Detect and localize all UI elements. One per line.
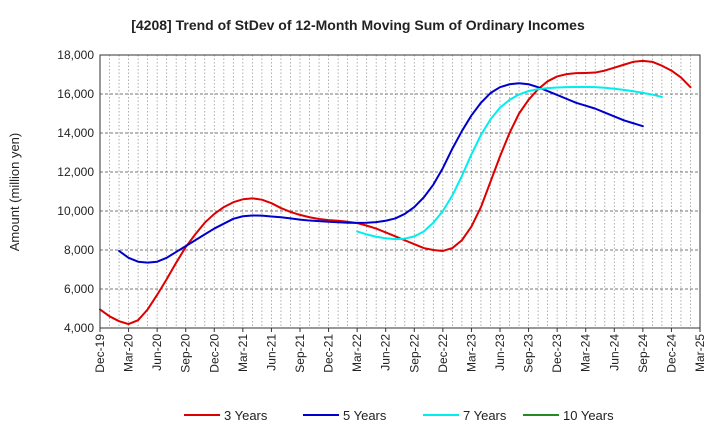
- x-tick-label: Jun-24: [607, 334, 621, 371]
- x-tick-label: Sep-20: [179, 334, 193, 373]
- series-layer: [99, 59, 692, 326]
- x-tick-label: Mar-23: [464, 334, 478, 372]
- x-tick-label: Sep-23: [522, 334, 536, 373]
- grid-layer: [100, 55, 700, 328]
- y-tick-label: 6,000: [64, 282, 94, 296]
- x-tick-label: Mar-25: [693, 334, 707, 372]
- y-axis-label: Amount (million yen): [7, 133, 22, 252]
- x-tick-label: Dec-24: [664, 334, 678, 373]
- y-tick-label: 14,000: [57, 126, 94, 140]
- x-tick-label: Sep-21: [293, 334, 307, 373]
- y-tick-label: 12,000: [57, 165, 94, 179]
- x-tick-label: Jun-21: [264, 334, 278, 371]
- x-tick-label: Dec-21: [322, 334, 336, 373]
- chart-title: [4208] Trend of StDev of 12-Month Moving…: [131, 17, 585, 33]
- series-line-5-years: [118, 82, 644, 264]
- legend: 3 Years 5 Years 7 Years 10 Years: [184, 408, 614, 423]
- x-tick-label: Sep-22: [407, 334, 421, 373]
- legend-label: 7 Years: [463, 408, 507, 423]
- x-tick-label: Dec-19: [93, 334, 107, 373]
- legend-label: 5 Years: [343, 408, 387, 423]
- series-line-7-years: [356, 85, 663, 241]
- x-tick-label: Jun-20: [150, 334, 164, 371]
- x-tick-label: Dec-22: [436, 334, 450, 373]
- axis-layer: 4,000 6,000 8,000 10,000 12,000 14,000 16,000 1…: [57, 48, 707, 373]
- legend-label: 10 Years: [563, 408, 614, 423]
- x-tick-label: Mar-21: [236, 334, 250, 372]
- x-tick-label: Jun-22: [379, 334, 393, 371]
- y-tick-label: 10,000: [57, 204, 94, 218]
- x-tick-label: Jun-23: [493, 334, 507, 371]
- x-tick-label: Mar-22: [350, 334, 364, 372]
- x-tick-label: Mar-20: [122, 334, 136, 372]
- x-tick-label: Dec-23: [550, 334, 564, 373]
- y-tick-label: 8,000: [64, 243, 94, 257]
- plot-frame: [99, 54, 701, 329]
- y-tick-label: 18,000: [57, 48, 94, 62]
- x-tick-label: Mar-24: [579, 334, 593, 372]
- y-tick-label: 4,000: [64, 321, 94, 335]
- series-line-3-years: [99, 59, 692, 326]
- y-tick-label: 16,000: [57, 87, 94, 101]
- legend-label: 3 Years: [224, 408, 268, 423]
- x-tick-label: Sep-24: [636, 334, 650, 373]
- x-tick-label: Dec-20: [207, 334, 221, 373]
